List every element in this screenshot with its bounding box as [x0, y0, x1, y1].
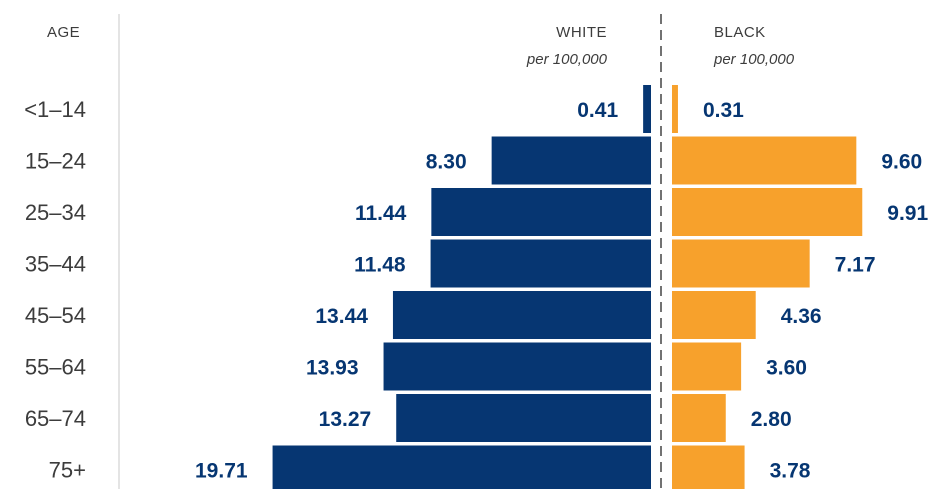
black-value-label: 4.36	[781, 305, 822, 328]
age-label: 75+	[49, 458, 86, 483]
black-series-subtitle: per 100,000	[713, 51, 795, 68]
age-label: <1–14	[24, 97, 86, 122]
age-column-header: AGE	[47, 24, 80, 41]
white-bar	[491, 136, 651, 185]
age-label: 35–44	[25, 252, 86, 277]
age-label: 45–54	[25, 303, 86, 328]
age-label: 15–24	[25, 149, 86, 174]
white-series-subtitle: per 100,000	[526, 51, 608, 68]
white-bar	[272, 445, 651, 489]
black-value-label: 3.60	[766, 357, 807, 380]
white-value-label: 13.27	[319, 408, 372, 431]
black-bar	[672, 85, 678, 133]
white-value-label: 0.41	[577, 99, 618, 122]
black-bar	[672, 239, 810, 288]
white-value-label: 8.30	[426, 151, 467, 174]
black-value-label: 9.60	[881, 151, 922, 174]
white-bar	[430, 239, 651, 288]
white-value-label: 11.48	[354, 254, 406, 277]
age-label: 55–64	[25, 355, 86, 380]
black-value-label: 9.91	[887, 202, 928, 225]
white-value-label: 13.93	[306, 357, 359, 380]
age-label: 25–34	[25, 200, 86, 225]
black-bar	[672, 291, 756, 339]
chart-marks: <1–14 0.41 0.31 15–24 8.30 9.60 25–34 11.44 9.91…	[24, 85, 928, 489]
white-bar	[392, 291, 651, 339]
black-bar	[672, 342, 742, 391]
white-bar	[383, 342, 651, 391]
white-value-label: 11.44	[355, 202, 407, 225]
black-bar	[672, 445, 745, 489]
black-value-label: 7.17	[835, 254, 876, 277]
black-value-label: 3.78	[770, 460, 811, 483]
black-bar	[672, 136, 857, 185]
white-value-label: 19.71	[195, 460, 248, 483]
black-bar	[672, 394, 726, 442]
white-bar	[431, 188, 651, 236]
black-bar	[672, 188, 863, 236]
age-label: 65–74	[25, 406, 86, 431]
white-bar	[643, 85, 651, 133]
white-value-label: 13.44	[315, 305, 368, 328]
black-value-label: 2.80	[751, 408, 792, 431]
white-series-title: WHITE	[556, 24, 607, 41]
black-series-title: BLACK	[714, 24, 766, 41]
black-value-label: 0.31	[703, 99, 744, 122]
white-bar	[396, 394, 651, 442]
